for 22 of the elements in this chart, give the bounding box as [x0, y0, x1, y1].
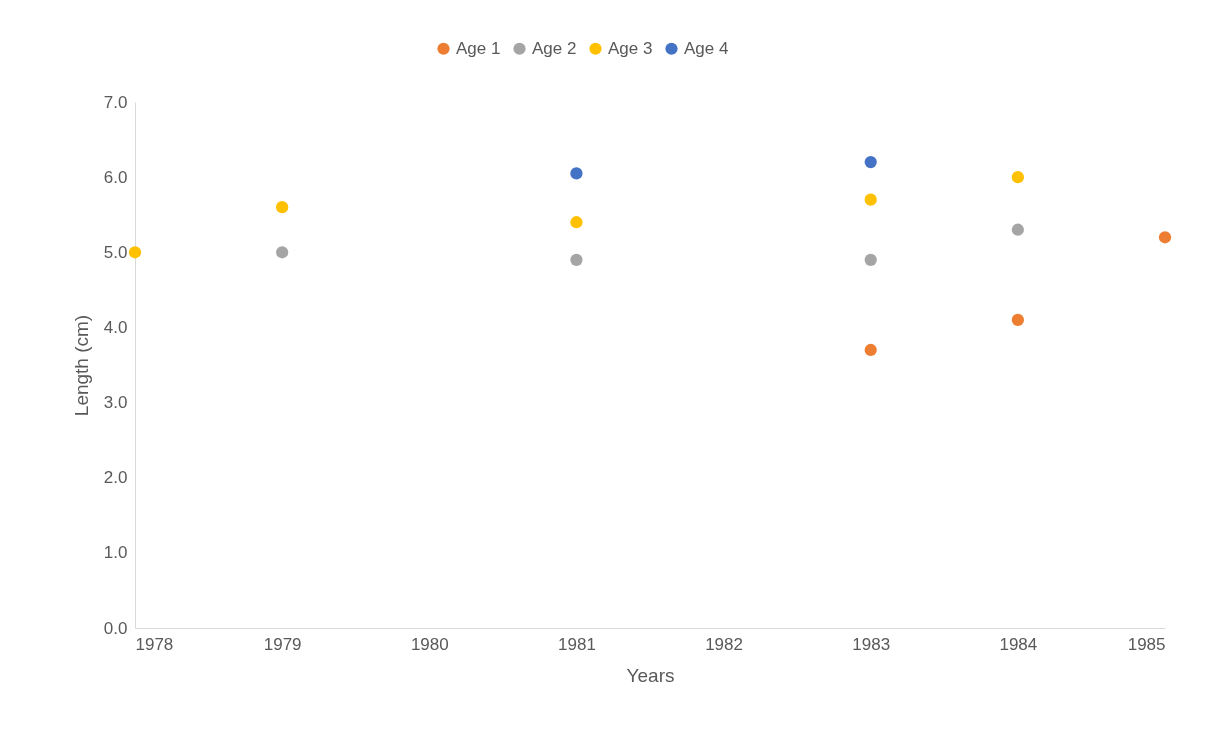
y-tick-label: 3.0 — [103, 393, 128, 413]
y-tick-label: 6.0 — [103, 167, 128, 187]
x-tick-label: 1985 — [1127, 634, 1166, 654]
legend-label: Age 1 — [456, 38, 501, 58]
x-tick-label: 1978 — [135, 634, 174, 654]
x-tick-label: 1980 — [410, 634, 449, 654]
legend-label: Age 2 — [532, 38, 577, 58]
y-tick-label: 2.0 — [103, 468, 128, 488]
y-axis-title: Length (cm) — [70, 314, 92, 417]
x-tick-label: 1982 — [705, 634, 743, 654]
x-tick-label: 1979 — [263, 634, 302, 654]
x-axis-title: Years — [626, 664, 675, 686]
x-tick-label: 1983 — [852, 634, 891, 654]
legend-label: Age 3 — [608, 38, 653, 58]
y-tick-label: 0.0 — [103, 618, 128, 638]
y-tick-label: 7.0 — [103, 92, 128, 112]
x-tick-label: 1984 — [999, 634, 1038, 654]
x-tick-label: 1981 — [558, 634, 596, 654]
legend-label: Age 4 — [684, 38, 729, 58]
y-tick-label: 1.0 — [103, 543, 128, 563]
y-tick-label: 5.0 — [103, 242, 128, 262]
y-tick-label: 4.0 — [103, 317, 128, 337]
